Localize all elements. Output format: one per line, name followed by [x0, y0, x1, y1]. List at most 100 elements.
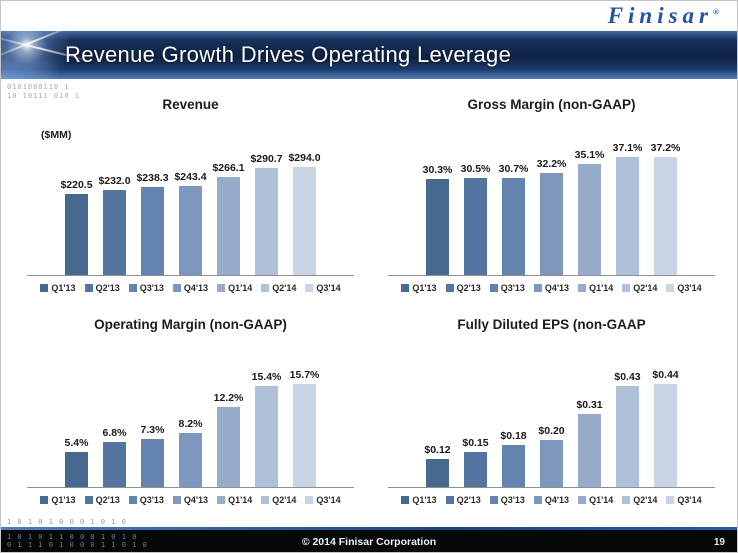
legend-item: Q2'13	[445, 495, 481, 505]
legend-item: Q3'13	[489, 495, 525, 505]
legend-swatch	[305, 496, 314, 504]
legend-item: Q2'14	[261, 495, 296, 505]
legend-label: Q1'13	[51, 283, 76, 293]
legend-swatch	[172, 284, 181, 292]
legend-item: Q1'14	[217, 495, 252, 505]
bar-value-label: 12.2%	[213, 392, 244, 404]
bar-value-label: $0.43	[614, 371, 641, 383]
bar-value-label: $232.0	[98, 175, 131, 187]
bar	[502, 445, 525, 487]
bar-group: 8.2%	[179, 418, 202, 487]
bar-value-label: 15.7%	[289, 369, 320, 381]
legend-label: Q1'13	[412, 283, 437, 293]
bar-group: 15.4%	[252, 371, 281, 487]
legend-item: Q1'14	[217, 283, 252, 293]
legend-swatch	[489, 496, 498, 504]
bar-value-label: $238.3	[136, 172, 169, 184]
bar-value-label: $243.4	[174, 171, 207, 183]
bar	[616, 157, 639, 275]
bar	[654, 157, 677, 275]
bar	[179, 186, 202, 275]
legend-swatch	[84, 284, 93, 292]
legend-item: Q1'14	[578, 283, 613, 293]
bar	[65, 194, 88, 275]
legend-item: Q2'13	[84, 495, 120, 505]
chart-eps: Fully Diluted EPS (non-GAAP $0.12 $0.15 $0…	[388, 317, 715, 505]
legend-item: Q3'13	[128, 495, 164, 505]
bar-group: 30.3%	[423, 164, 452, 275]
bar-value-label: $0.15	[462, 437, 489, 449]
bar-group: $0.18	[500, 430, 527, 487]
chart-legend: Q1'13 Q2'13 Q3'13 Q4'13 Q1'14 Q2'14 Q3'14	[27, 283, 354, 293]
bar	[578, 164, 601, 275]
bar	[616, 386, 639, 487]
legend-swatch	[622, 496, 631, 504]
legend-label: Q1'14	[228, 283, 253, 293]
legend-swatch	[666, 284, 675, 292]
bar	[217, 177, 240, 275]
bar-group: $0.31	[576, 399, 603, 487]
bar-value-label: 30.3%	[422, 164, 453, 176]
legend-label: Q1'14	[228, 495, 253, 505]
bar-value-label: 30.5%	[460, 163, 491, 175]
legend-swatch	[40, 496, 49, 504]
binary-code-decoration: 1 0 1 0 1 0 0 0 1 0 1 0	[7, 518, 127, 526]
bar-group: $0.44	[652, 369, 679, 487]
binary-code-decoration: 1 0 1 0 1 1 0 0 0 1 0 1 0 0 1 1 1 0 1 0 …	[7, 533, 148, 549]
chart-legend: Q1'13 Q2'13 Q3'13 Q4'13 Q1'14 Q2'14 Q3'14	[388, 495, 715, 505]
legend-item: Q1'13	[40, 495, 76, 505]
legend-item: Q2'13	[445, 283, 481, 293]
bar-value-label: $0.20	[538, 425, 565, 437]
bar-value-label: 5.4%	[64, 437, 89, 449]
bar-group: 37.1%	[613, 142, 642, 275]
bar-value-label: 37.1%	[612, 142, 643, 154]
bar-plot: 30.3% 30.5% 30.7% 32.2% 35.1% 37.1% 37.2%	[388, 118, 715, 276]
copyright-text: © 2014 Finisar Corporation	[301, 536, 437, 548]
legend-label: Q2'13	[456, 283, 481, 293]
legend-label: Q3'13	[139, 495, 164, 505]
footer-accent-line	[1, 527, 737, 530]
bar-group: 30.7%	[499, 163, 528, 275]
bar	[255, 168, 278, 275]
bar-value-label: $266.1	[212, 162, 245, 174]
binary-line: 0 1 1 1 0 1 0 0 0 1 1 0 1 0	[7, 541, 148, 549]
bar-group: $0.12	[424, 444, 451, 487]
legend-swatch	[217, 284, 226, 292]
bar-value-label: $0.18	[500, 430, 527, 442]
legend-label: Q2'13	[95, 495, 120, 505]
finisar-logo: Finisar®	[608, 3, 719, 29]
bar-value-label: $294.0	[288, 152, 321, 164]
bar	[426, 179, 449, 275]
legend-label: Q1'14	[589, 495, 614, 505]
legend-swatch	[401, 496, 410, 504]
bar-group: 35.1%	[575, 149, 604, 275]
bar-group: 7.3%	[141, 424, 164, 487]
legend-swatch	[305, 284, 314, 292]
slide-title: Revenue Growth Drives Operating Leverage	[65, 42, 512, 67]
legend-swatch	[217, 496, 226, 504]
legend-swatch	[489, 284, 498, 292]
legend-label: Q4'13	[183, 495, 209, 505]
chart-legend: Q1'13 Q2'13 Q3'13 Q4'13 Q1'14 Q2'14 Q3'14	[27, 495, 354, 505]
legend-item: Q3'14	[666, 495, 702, 505]
bar-value-label: $0.44	[652, 369, 679, 381]
chart-revenue: Revenue ($MM) $220.5 $232.0 $238.3 $243.4 $2…	[27, 97, 354, 293]
bar	[502, 178, 525, 275]
bar	[103, 442, 126, 487]
bar	[464, 452, 487, 487]
legend-label: Q2'14	[272, 283, 297, 293]
bar-group: 32.2%	[537, 158, 566, 275]
bar-group: 37.2%	[651, 142, 680, 275]
bar-value-label: 37.2%	[650, 142, 681, 154]
legend-swatch	[622, 284, 631, 292]
bar-group: $0.15	[462, 437, 489, 487]
legend-swatch	[666, 496, 675, 504]
legend-item: Q2'14	[261, 283, 296, 293]
bar	[141, 439, 164, 487]
legend-label: Q3'13	[500, 283, 525, 293]
legend-label: Q2'14	[633, 283, 658, 293]
legend-swatch	[128, 496, 137, 504]
binary-line: 0101000110 1	[7, 83, 70, 91]
chart-title: Revenue	[162, 97, 219, 112]
